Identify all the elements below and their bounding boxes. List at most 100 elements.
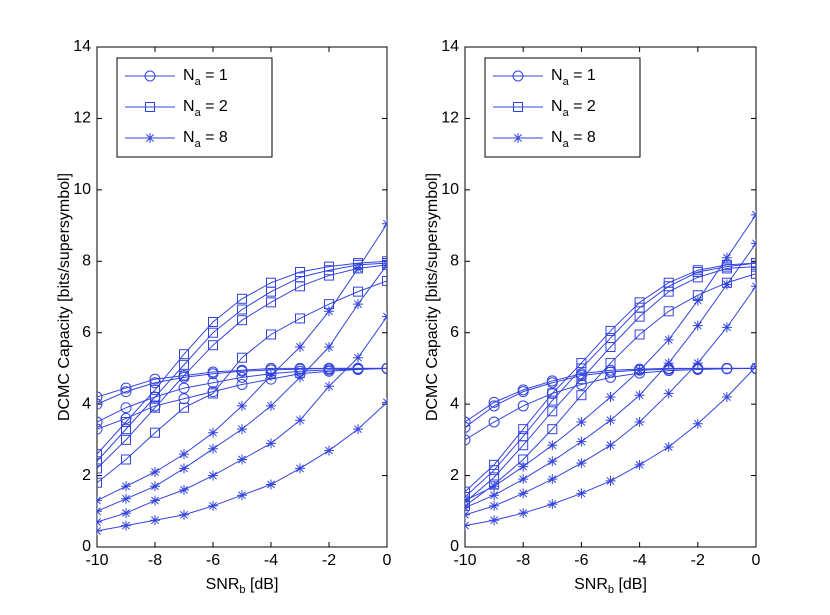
- y-tick-label: 2: [82, 467, 91, 484]
- marker-circle: [465, 434, 471, 446]
- marker-circle: [517, 386, 529, 398]
- marker-star: [489, 515, 500, 526]
- marker-star: [295, 463, 305, 474]
- marker-star: [692, 295, 703, 306]
- marker-star: [751, 361, 756, 372]
- marker-square: [97, 477, 102, 488]
- marker-star: [382, 259, 387, 270]
- y-tick-label: 8: [82, 253, 91, 270]
- y-tick-label: 6: [82, 324, 91, 341]
- marker-square: [179, 359, 189, 370]
- y-tick-label: 2: [450, 467, 459, 484]
- series-line: [465, 262, 756, 493]
- marker-star: [324, 445, 334, 456]
- marker-star: [208, 470, 218, 481]
- marker-square: [150, 427, 160, 438]
- legend-rest: = 1: [569, 67, 596, 84]
- marker-square: [605, 358, 616, 369]
- legend-marker: [513, 102, 523, 112]
- marker-star: [266, 370, 276, 381]
- marker-star: [721, 392, 732, 402]
- marker-square: [121, 424, 131, 435]
- marker-star: [576, 458, 587, 469]
- subplot: -10 -8 -6 -4 -2 0 0 2 4 6 8 10 12 14 SNRb [dB] DCMC Cap…: [56, 38, 391, 596]
- series-line: [97, 367, 387, 405]
- y-tick-label: 12: [441, 110, 459, 127]
- legend-sub: a: [563, 138, 570, 150]
- legend-marker: [144, 70, 156, 82]
- marker-star: [237, 400, 247, 411]
- marker-star: [576, 488, 587, 499]
- x-label-sub: b: [239, 584, 245, 596]
- marker-star: [353, 424, 363, 435]
- x-axis-label: SNRb [dB]: [574, 576, 647, 596]
- marker-circle: [323, 365, 335, 377]
- marker-star: [576, 417, 587, 427]
- marker-circle: [465, 421, 471, 433]
- series-line: [465, 262, 756, 498]
- legend-sub: a: [195, 138, 202, 150]
- marker-square: [576, 374, 587, 385]
- marker-star: [518, 488, 529, 499]
- legend-rest: = 1: [201, 67, 228, 84]
- marker-circle: [488, 396, 500, 408]
- marker-star: [576, 436, 587, 447]
- marker-star: [605, 475, 616, 486]
- marker-square: [751, 261, 756, 272]
- x-tick-label: -6: [574, 552, 588, 569]
- marker-star: [634, 365, 645, 376]
- y-tick-label: 10: [73, 181, 91, 198]
- marker-star: [237, 490, 247, 501]
- marker-square: [605, 325, 616, 336]
- marker-star: [295, 342, 305, 352]
- legend-sub: a: [195, 76, 202, 88]
- x-tick-label: -8: [148, 552, 162, 569]
- marker-star: [663, 388, 674, 399]
- series-line: [465, 367, 756, 441]
- marker-circle: [97, 398, 103, 410]
- marker-square: [295, 313, 305, 324]
- marker-square: [324, 265, 334, 276]
- x-tick-label: -6: [206, 552, 220, 569]
- marker-star: [353, 352, 363, 363]
- marker-circle: [236, 379, 248, 390]
- y-tick-label: 6: [450, 324, 459, 341]
- legend-name: N: [183, 98, 195, 115]
- marker-star: [721, 322, 732, 333]
- marker-circle: [97, 423, 103, 435]
- marker-star: [150, 467, 160, 477]
- y-tick-label: 8: [450, 253, 459, 270]
- y-tick-label: 0: [82, 538, 91, 555]
- marker-square: [179, 370, 189, 381]
- marker-square: [295, 267, 305, 277]
- marker-star: [382, 311, 387, 322]
- x-axis-label: SNRb [dB]: [206, 576, 279, 596]
- marker-square: [634, 297, 645, 308]
- marker-star: [489, 481, 500, 492]
- marker-star: [382, 218, 387, 229]
- marker-star: [121, 520, 131, 531]
- x-tick-label: -4: [264, 552, 278, 569]
- marker-circle: [546, 377, 558, 389]
- marker-star: [150, 495, 160, 506]
- marker-star: [751, 209, 756, 220]
- marker-circle: [120, 386, 132, 398]
- marker-square: [208, 327, 218, 338]
- series-line: [97, 367, 387, 430]
- marker-star: [605, 415, 616, 426]
- marker-square: [663, 281, 674, 292]
- series-line: [465, 266, 756, 503]
- legend-rest: = 2: [201, 98, 228, 115]
- marker-square: [295, 281, 305, 292]
- x-label-sub: b: [608, 584, 614, 596]
- marker-star: [97, 517, 102, 527]
- marker-square: [465, 486, 470, 497]
- marker-square: [121, 417, 131, 427]
- marker-circle: [120, 402, 132, 414]
- y-tick-label: 4: [82, 395, 91, 412]
- marker-star: [547, 474, 558, 485]
- marker-square: [237, 304, 247, 315]
- legend-sub: a: [563, 76, 570, 88]
- marker-star: [518, 474, 529, 485]
